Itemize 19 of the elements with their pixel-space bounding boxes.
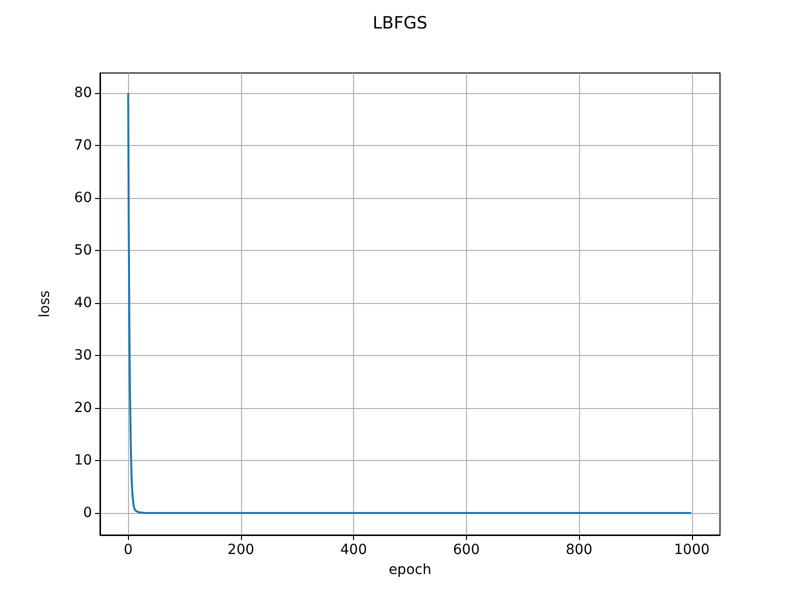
y-tick-label: 60 xyxy=(74,190,92,206)
y-tick-label: 0 xyxy=(83,504,92,521)
y-tick-label: 10 xyxy=(74,452,92,468)
x-tick-label: 0 xyxy=(124,542,133,558)
y-tick-label: 20 xyxy=(74,400,92,416)
y-tick-label: 80 xyxy=(74,84,92,101)
y-tick-label: 50 xyxy=(74,242,92,258)
y-axis-title: loss xyxy=(37,290,53,318)
x-axis-title: epoch xyxy=(388,562,432,578)
x-tick-label: 400 xyxy=(340,542,368,558)
y-tick-label: 30 xyxy=(74,347,92,364)
x-tick-label: 600 xyxy=(452,542,480,558)
y-tick-label: 40 xyxy=(74,294,92,311)
x-tick-label: 200 xyxy=(228,542,254,558)
x-tick-label: 800 xyxy=(566,542,592,558)
line-series xyxy=(127,92,692,514)
chart-title: LBFGS xyxy=(372,14,428,34)
x-tick-label: 1000 xyxy=(674,542,710,558)
y-tick-label: 70 xyxy=(74,137,92,154)
